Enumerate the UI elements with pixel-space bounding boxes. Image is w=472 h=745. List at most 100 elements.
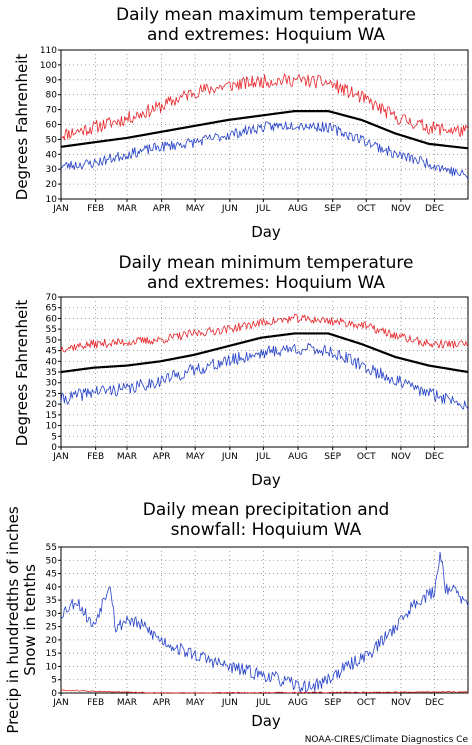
y-tick-label: 20 — [46, 180, 58, 190]
y-tick-label: 15 — [46, 411, 57, 421]
y-tick-label: 60 — [46, 121, 58, 131]
y-tick-label: 110 — [40, 46, 57, 56]
x-tick-label: OCT — [357, 698, 376, 708]
y-tick-label: 35 — [46, 596, 57, 606]
x-tick-label: MAY — [186, 204, 205, 214]
y-tick-label: 60 — [46, 314, 58, 324]
x-tick-label: NOV — [391, 204, 412, 214]
chart-max-temp: Daily mean maximum temperature and extre… — [13, 5, 469, 241]
x-tick-label: MAY — [186, 698, 205, 708]
x-axis-label: Day — [251, 712, 281, 730]
y-axis-label: Degrees Fahrenheit — [13, 300, 31, 447]
x-tick-label: DEC — [425, 698, 444, 708]
y-tick-label: 20 — [46, 636, 58, 646]
credit-text: NOAA-CIRES/Climate Diagnostics Ce — [305, 735, 469, 745]
plot-frame — [60, 296, 469, 448]
x-tick-label: JAN — [52, 452, 68, 462]
chart-title-line-2: snowfall: Hoquium WA — [171, 520, 362, 540]
y-tick-label: 25 — [46, 389, 57, 399]
x-tick-label: JUL — [255, 204, 270, 214]
x-tick-label: MAR — [117, 204, 137, 214]
x-axis-label: Day — [251, 223, 281, 241]
y-tick-label: 40 — [46, 583, 58, 593]
x-tick-label: NOV — [391, 452, 412, 462]
y-tick-label: 10 — [46, 195, 58, 205]
y-tick-label: 55 — [46, 543, 57, 553]
plot-frame — [60, 546, 469, 694]
x-tick-label: JAN — [52, 204, 68, 214]
y-tick-label: 30 — [46, 609, 58, 619]
series-record-high-line — [60, 73, 469, 141]
y-tick-label: 90 — [46, 76, 58, 86]
series-mean-line — [60, 109, 469, 150]
x-tick-label: SEP — [324, 698, 341, 708]
y-tick-label: 50 — [46, 556, 58, 566]
chart-title-line-2: and extremes: Hoquium WA — [147, 273, 385, 293]
y-tick-label: 0 — [51, 689, 57, 699]
y-tick-label: 25 — [46, 623, 57, 633]
plot-area: 10 20 30 40 50 60 70 80 90 100 110 JAN FEB MAR APR MAY J… — [40, 46, 469, 214]
series-snowfall-line — [60, 689, 469, 694]
y-tick-label: 50 — [46, 336, 58, 346]
x-tick-label: JUN — [221, 204, 238, 214]
y-tick-label: 0 — [51, 443, 57, 453]
x-tick-label: APR — [153, 698, 171, 708]
y-axis-label-line-1: Precip in hundredths of inches — [4, 506, 22, 733]
x-tick-label: APR — [153, 204, 171, 214]
chart-title-line-1: Daily mean minimum temperature — [119, 253, 414, 273]
series-record-high-line — [60, 313, 469, 353]
x-tick-label: SEP — [324, 452, 341, 462]
chart-precip: Daily mean precipitation and snowfall: H… — [4, 500, 469, 734]
x-tick-label: FEB — [87, 698, 104, 708]
y-tick-label: 70 — [46, 106, 58, 116]
y-axis-label-line-2: Snow in tenths — [21, 564, 39, 676]
x-tick-label: AUG — [288, 698, 308, 708]
y-tick-label: 65 — [46, 304, 57, 314]
y-axis-label: Degrees Fahrenheit — [13, 54, 31, 201]
x-tick-label: SEP — [324, 204, 341, 214]
y-tick-label: 35 — [46, 368, 57, 378]
x-tick-label: MAR — [117, 698, 137, 708]
x-tick-label: AUG — [288, 204, 308, 214]
y-tick-label: 45 — [46, 570, 57, 580]
chart-title-line-1: Daily mean maximum temperature — [116, 5, 416, 25]
y-tick-label: 15 — [46, 649, 57, 659]
y-tick-label: 10 — [46, 662, 58, 672]
x-tick-label: FEB — [87, 452, 104, 462]
x-tick-label: JUL — [255, 698, 270, 708]
x-tick-label: JUN — [221, 698, 238, 708]
x-tick-label: MAY — [186, 452, 205, 462]
y-tick-label: 100 — [40, 61, 57, 71]
x-tick-label: JAN — [52, 698, 68, 708]
y-tick-label: 45 — [46, 347, 57, 357]
series-mean-line — [60, 332, 469, 374]
y-tick-label: 10 — [46, 422, 58, 432]
chart-title-line-2: and extremes: Hoquium WA — [147, 25, 385, 45]
y-tick-label: 50 — [46, 135, 58, 145]
x-tick-label: NOV — [391, 698, 412, 708]
x-tick-label: DEC — [425, 452, 444, 462]
y-tick-label: 5 — [51, 676, 57, 686]
y-tick-label: 40 — [46, 150, 58, 160]
series-record-low-line — [60, 121, 469, 180]
x-tick-label: OCT — [357, 452, 376, 462]
chart-min-temp: Daily mean minimum temperature and extre… — [13, 253, 469, 489]
x-tick-label: JUN — [221, 452, 238, 462]
plot-area: 0 5 10 15 20 25 30 35 40 45 50 55 JAN FEB MAR APR MAY JUN… — [46, 543, 469, 708]
x-axis-label: Day — [251, 471, 281, 489]
x-tick-label: AUG — [288, 452, 308, 462]
y-tick-label: 70 — [46, 293, 58, 303]
y-tick-label: 30 — [46, 379, 58, 389]
series-precipitation-line — [60, 551, 469, 694]
y-tick-label: 20 — [46, 400, 58, 410]
plot-frame — [60, 49, 469, 200]
y-tick-label: 5 — [51, 432, 57, 442]
chart-title-line-1: Daily mean precipitation and — [143, 500, 390, 520]
y-tick-label: 80 — [46, 91, 58, 101]
x-tick-label: JUL — [255, 452, 270, 462]
x-tick-label: APR — [153, 452, 171, 462]
x-tick-label: OCT — [357, 204, 376, 214]
y-tick-label: 40 — [46, 357, 58, 367]
